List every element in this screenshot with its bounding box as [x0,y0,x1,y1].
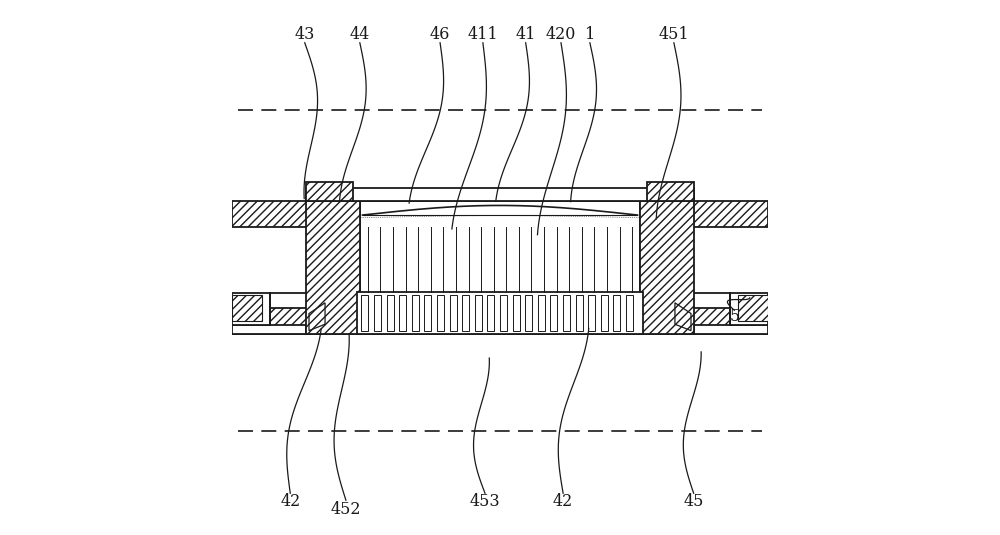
Bar [738,295,768,321]
Text: 453: 453 [470,493,500,510]
Text: 42: 42 [553,493,573,510]
Text: 44: 44 [350,26,370,43]
Bar [462,295,469,331]
Bar [550,295,557,331]
Bar [563,295,570,331]
Bar [306,188,694,201]
Bar [360,201,640,305]
Bar [374,295,381,331]
Bar [576,295,583,331]
Bar [424,295,431,331]
Bar [640,201,694,334]
Bar [232,293,270,325]
Bar [361,295,368,331]
Polygon shape [675,303,691,331]
Text: 420: 420 [546,26,576,43]
Text: 42: 42 [280,493,300,510]
Bar [232,308,768,334]
Text: 43: 43 [295,26,315,43]
Bar [601,295,608,331]
Bar [613,295,620,331]
Bar [626,295,633,331]
Bar [694,325,768,334]
Bar [232,295,262,321]
Polygon shape [309,303,325,331]
Text: 46: 46 [430,26,450,43]
Bar [647,182,694,201]
Text: 411: 411 [468,26,498,43]
Bar [525,295,532,331]
Bar [500,295,507,331]
Text: 41: 41 [515,26,536,43]
Bar [475,295,482,331]
Bar [730,293,768,325]
Bar [513,295,520,331]
Bar [412,295,419,331]
Text: 452: 452 [331,501,361,518]
Bar [437,295,444,331]
Text: 451: 451 [659,26,689,43]
Text: 45: 45 [683,493,704,510]
Bar [450,295,457,331]
Text: 1: 1 [585,26,595,43]
Bar [232,201,768,227]
Bar [357,292,643,334]
Bar [399,295,406,331]
Bar [232,325,306,334]
Bar [387,295,394,331]
Bar [588,295,595,331]
Bar [487,295,494,331]
Bar [538,295,545,331]
Bar [306,201,360,334]
Bar [306,182,353,201]
Text: 5: 5 [729,308,739,325]
